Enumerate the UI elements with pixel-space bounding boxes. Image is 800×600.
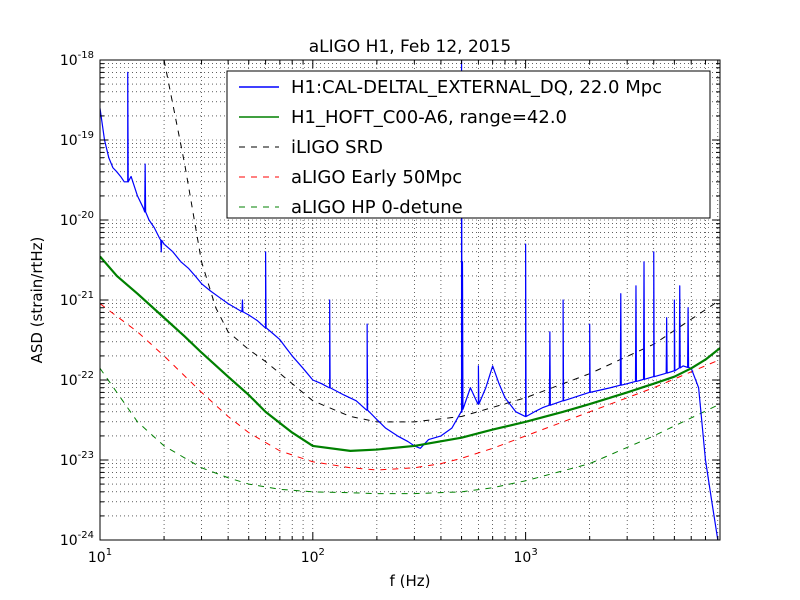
legend-entry: aLIGO Early 50Mpc <box>291 167 462 188</box>
legend: H1:CAL-DELTAL_EXTERNAL_DQ, 22.0 Mpc H1_HO… <box>226 70 711 219</box>
series-line-2 <box>163 60 720 423</box>
legend-entry: H1_HOFT_C00-A6, range=42.0 <box>291 107 567 128</box>
y-tick-label: 10-23 <box>60 450 94 469</box>
series-line-4 <box>100 368 720 495</box>
x-tick-label: 103 <box>514 547 538 566</box>
series-line-0 <box>100 60 719 540</box>
series-line-1 <box>100 255 720 452</box>
legend-entry: H1:CAL-DELTAL_EXTERNAL_DQ, 22.0 Mpc <box>291 77 662 98</box>
legend-entry: iLIGO SRD <box>291 137 383 158</box>
axis-ticks: 101 102 103 10-24 10-23 10-22 10-21 10-20 10-19 1… <box>60 50 720 566</box>
y-tick-label: 10-21 <box>60 290 94 309</box>
x-axis-label: f (Hz) <box>390 572 431 590</box>
x-tick-label: 101 <box>88 547 112 566</box>
legend-box <box>226 70 711 219</box>
y-tick-label: 10-22 <box>60 370 94 389</box>
y-axis-label: ASD (strain/rtHz) <box>28 237 46 364</box>
series-lines <box>100 60 720 540</box>
y-tick-label: 10-19 <box>60 130 94 149</box>
y-tick-label: 10-20 <box>60 210 94 229</box>
x-tick-label: 102 <box>301 547 325 566</box>
y-tick-label: 10-18 <box>60 50 94 69</box>
series-line-3 <box>100 303 720 471</box>
chart-title: aLIGO H1, Feb 12, 2015 <box>309 37 511 57</box>
legend-entry: aLIGO HP 0-detune <box>291 197 463 218</box>
y-tick-label: 10-24 <box>60 530 94 549</box>
